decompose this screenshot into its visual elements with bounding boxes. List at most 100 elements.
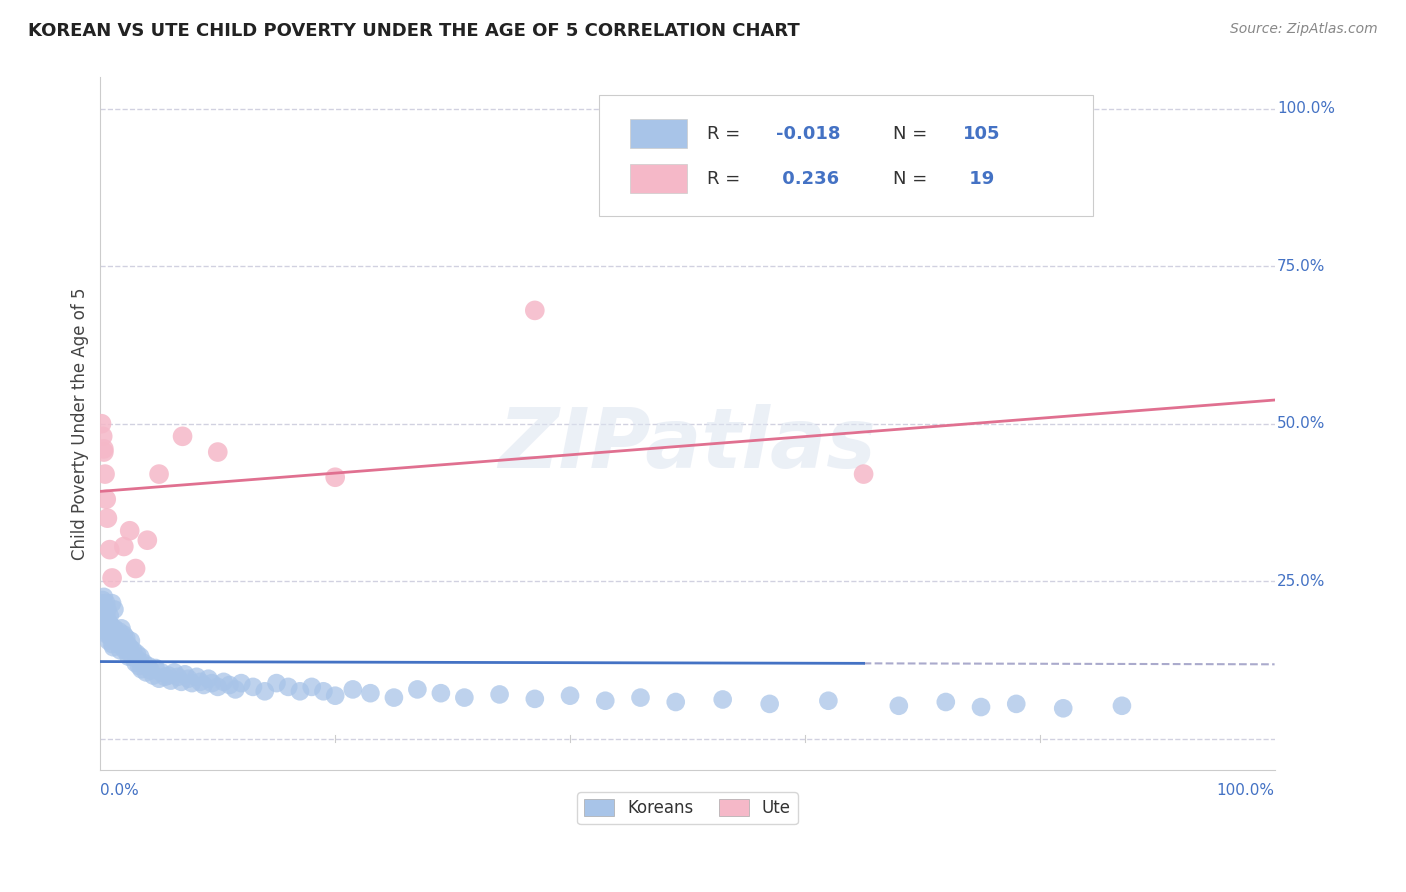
Point	[758, 697, 780, 711]
Point	[117, 637, 139, 651]
Point	[100, 618, 122, 632]
Point	[231, 676, 253, 690]
Point	[630, 690, 652, 705]
Point	[90, 596, 112, 610]
Point	[301, 680, 323, 694]
Point	[852, 467, 875, 481]
Point	[430, 686, 453, 700]
Point	[323, 689, 346, 703]
Point	[90, 602, 112, 616]
Point	[186, 670, 208, 684]
Point	[110, 621, 132, 635]
Text: 19: 19	[963, 169, 994, 187]
Point	[110, 643, 132, 657]
Point	[1052, 701, 1074, 715]
Point	[359, 686, 381, 700]
FancyBboxPatch shape	[630, 119, 688, 148]
Point	[342, 682, 364, 697]
Point	[138, 659, 160, 673]
Point	[453, 690, 475, 705]
Point	[97, 634, 120, 648]
Text: 105: 105	[963, 125, 1001, 143]
Point	[172, 429, 194, 443]
Y-axis label: Child Poverty Under the Age of 5: Child Poverty Under the Age of 5	[72, 287, 89, 560]
Text: 0.236: 0.236	[776, 169, 838, 187]
Text: 75.0%: 75.0%	[1277, 259, 1326, 274]
Point	[101, 596, 124, 610]
Point	[108, 624, 131, 639]
Point	[148, 672, 170, 686]
Point	[312, 684, 335, 698]
Point	[212, 674, 235, 689]
Point	[163, 665, 186, 680]
Point	[382, 690, 405, 705]
Point	[93, 445, 115, 459]
Point	[124, 561, 146, 575]
Point	[193, 678, 215, 692]
Point	[224, 682, 246, 697]
Point	[114, 643, 136, 657]
Text: 0.0%: 0.0%	[100, 782, 139, 797]
Text: -0.018: -0.018	[776, 125, 839, 143]
Point	[523, 691, 546, 706]
Point	[197, 672, 219, 686]
Point	[93, 606, 115, 620]
Point	[170, 674, 193, 689]
Point	[94, 467, 117, 481]
Point	[125, 647, 148, 661]
Text: KOREAN VS UTE CHILD POVERTY UNDER THE AGE OF 5 CORRELATION CHART: KOREAN VS UTE CHILD POVERTY UNDER THE AG…	[28, 22, 800, 40]
Point	[115, 631, 138, 645]
Point	[96, 608, 118, 623]
Point	[817, 694, 839, 708]
Point	[131, 662, 153, 676]
Point	[207, 680, 229, 694]
Point	[118, 640, 141, 655]
Text: 100.0%: 100.0%	[1216, 782, 1275, 797]
Point	[207, 445, 229, 459]
Point	[93, 442, 115, 456]
Point	[157, 668, 180, 682]
Point	[488, 688, 510, 702]
Point	[96, 596, 118, 610]
Text: R =: R =	[707, 125, 747, 143]
Point	[665, 695, 688, 709]
Point	[93, 618, 115, 632]
Point	[129, 649, 152, 664]
Point	[558, 689, 581, 703]
Point	[136, 533, 159, 548]
Point	[97, 615, 120, 629]
Point	[104, 634, 127, 648]
Text: Source: ZipAtlas.com: Source: ZipAtlas.com	[1230, 22, 1378, 37]
Point	[218, 678, 240, 692]
Point	[1005, 697, 1028, 711]
Point	[118, 524, 141, 538]
Point	[112, 540, 135, 554]
Point	[103, 602, 125, 616]
Point	[142, 668, 165, 682]
Text: 25.0%: 25.0%	[1277, 574, 1326, 589]
Point	[103, 621, 125, 635]
Point	[127, 653, 149, 667]
Point	[242, 680, 264, 694]
Text: 50.0%: 50.0%	[1277, 417, 1326, 431]
Point	[105, 627, 128, 641]
Point	[90, 417, 112, 431]
Point	[112, 627, 135, 641]
Point	[93, 590, 115, 604]
Point	[94, 621, 117, 635]
Point	[406, 682, 429, 697]
Point	[201, 676, 224, 690]
Point	[91, 608, 114, 623]
Point	[117, 649, 139, 664]
Point	[150, 665, 173, 680]
FancyBboxPatch shape	[599, 95, 1092, 216]
Legend: Koreans, Ute: Koreans, Ute	[578, 792, 797, 824]
Point	[128, 659, 150, 673]
Point	[1111, 698, 1133, 713]
Point	[266, 676, 288, 690]
Point	[97, 624, 120, 639]
Point	[593, 694, 616, 708]
Point	[101, 637, 124, 651]
Point	[111, 640, 134, 655]
Point	[145, 661, 167, 675]
